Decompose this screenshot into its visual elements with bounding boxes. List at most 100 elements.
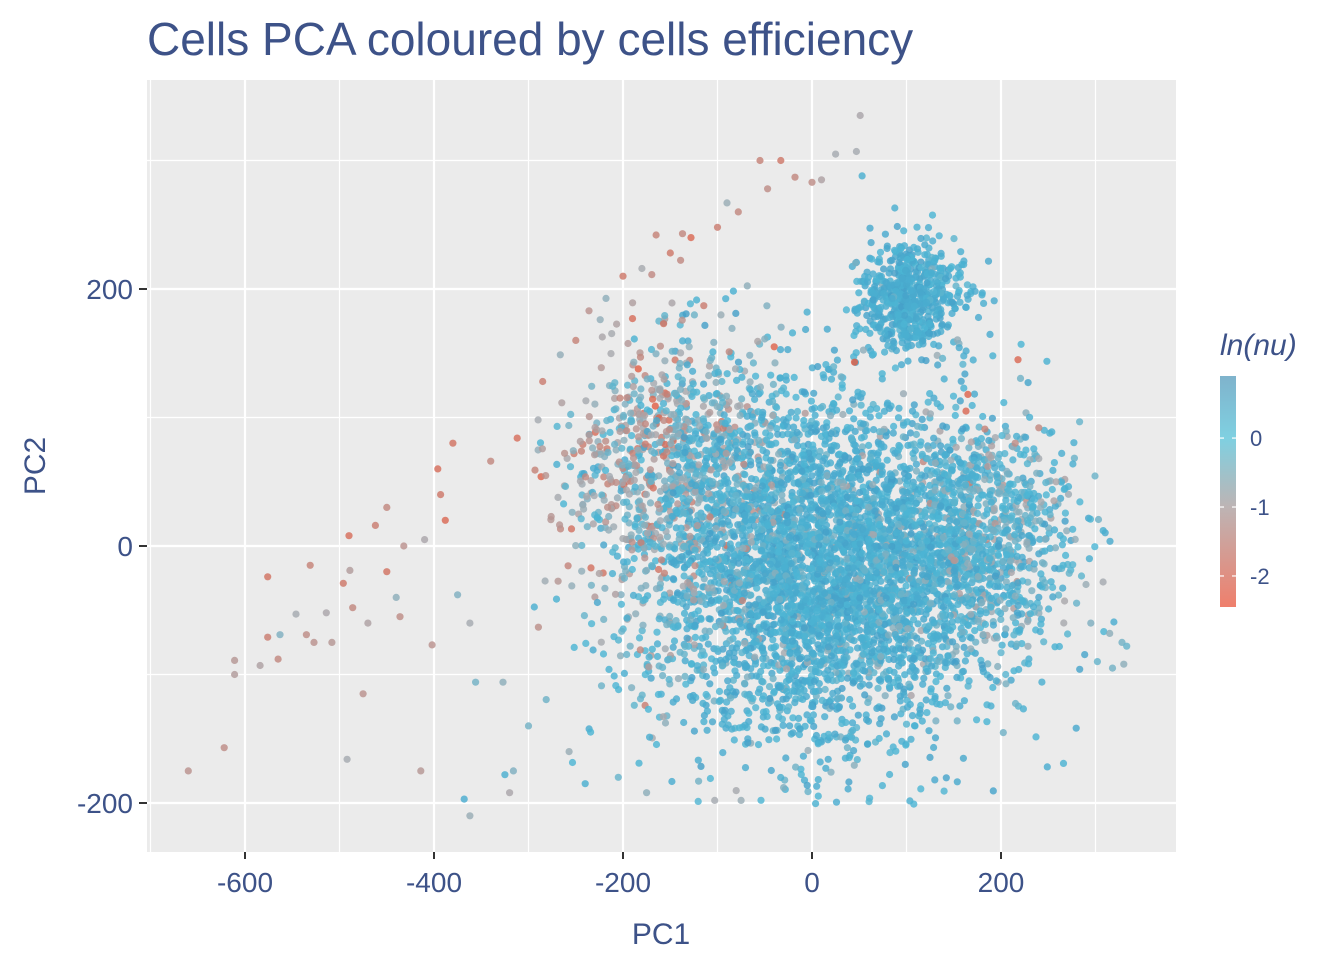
data-point [761, 725, 769, 733]
data-point [963, 281, 972, 289]
data-point [856, 514, 864, 522]
data-point [705, 362, 714, 370]
data-point [576, 437, 584, 445]
data-point [788, 660, 796, 668]
data-point [779, 721, 787, 730]
data-point [819, 402, 827, 411]
data-point [743, 282, 751, 290]
data-point [752, 672, 761, 680]
data-point [767, 371, 775, 379]
data-point [799, 752, 808, 760]
data-point [677, 349, 685, 357]
data-point [786, 722, 794, 730]
data-point [731, 659, 739, 667]
data-point [765, 683, 774, 691]
data-point [589, 646, 597, 654]
data-point [1051, 643, 1059, 651]
data-point [718, 539, 726, 548]
data-point [792, 414, 800, 422]
data-point [613, 552, 622, 560]
data-point [783, 687, 791, 696]
data-point [1061, 597, 1069, 605]
data-point [875, 734, 883, 743]
data-point [843, 744, 852, 752]
data-point [817, 478, 825, 487]
data-point [1065, 569, 1073, 577]
data-point [632, 468, 640, 477]
data-point [531, 466, 539, 474]
data-point [943, 620, 951, 628]
data-point [882, 730, 891, 738]
data-point [581, 473, 590, 481]
data-point [912, 667, 920, 675]
data-point [674, 373, 682, 381]
data-point [795, 714, 803, 723]
data-point [986, 330, 994, 338]
data-point [998, 432, 1006, 440]
data-point [641, 521, 649, 529]
data-point [656, 386, 664, 394]
data-point [699, 402, 708, 410]
data-point [911, 446, 919, 454]
data-point [965, 444, 973, 452]
data-point [583, 523, 591, 531]
data-point [602, 437, 610, 445]
data-point [937, 442, 945, 450]
data-point [629, 383, 637, 391]
data-point [1032, 733, 1040, 741]
data-point [960, 384, 968, 392]
data-point [950, 235, 958, 243]
data-point [768, 392, 776, 400]
data-point [960, 697, 969, 705]
data-point [937, 264, 945, 273]
data-point [637, 393, 645, 401]
data-point [951, 411, 959, 420]
data-point [714, 368, 722, 376]
data-point [919, 306, 927, 314]
chart-title: Cells PCA coloured by cells efficiency [147, 13, 913, 65]
data-point [852, 659, 860, 667]
data-point [808, 472, 816, 480]
data-point [672, 561, 680, 569]
data-point [732, 688, 740, 696]
data-point [690, 727, 699, 735]
data-point [652, 585, 661, 593]
data-point [694, 797, 702, 806]
data-point [855, 488, 864, 497]
data-point [803, 781, 811, 789]
data-point [893, 222, 901, 231]
data-point [656, 342, 665, 350]
data-point [630, 554, 638, 563]
data-point [704, 504, 712, 512]
data-point [965, 586, 973, 594]
data-point [582, 397, 590, 405]
data-point [973, 716, 981, 724]
data-point [963, 571, 971, 579]
data-point [644, 592, 652, 600]
data-point [944, 578, 953, 587]
data-point [857, 434, 866, 442]
data-point [866, 660, 874, 668]
data-point [638, 264, 646, 273]
data-point [981, 620, 990, 629]
data-point [868, 255, 876, 263]
data-point [957, 377, 965, 385]
data-point [1059, 759, 1068, 768]
data-point [817, 645, 825, 654]
data-point [628, 684, 636, 692]
data-point [846, 646, 854, 654]
data-point [661, 645, 669, 653]
data-point [881, 230, 890, 238]
data-point [863, 311, 871, 320]
data-point [534, 623, 543, 631]
data-point [802, 325, 810, 334]
data-point [722, 295, 730, 303]
data-point [834, 393, 842, 401]
data-point [541, 577, 549, 585]
data-point [791, 699, 799, 707]
data-point [777, 773, 785, 782]
data-point [870, 669, 878, 677]
data-point [865, 681, 873, 689]
data-point [689, 367, 697, 375]
data-point [917, 785, 925, 793]
